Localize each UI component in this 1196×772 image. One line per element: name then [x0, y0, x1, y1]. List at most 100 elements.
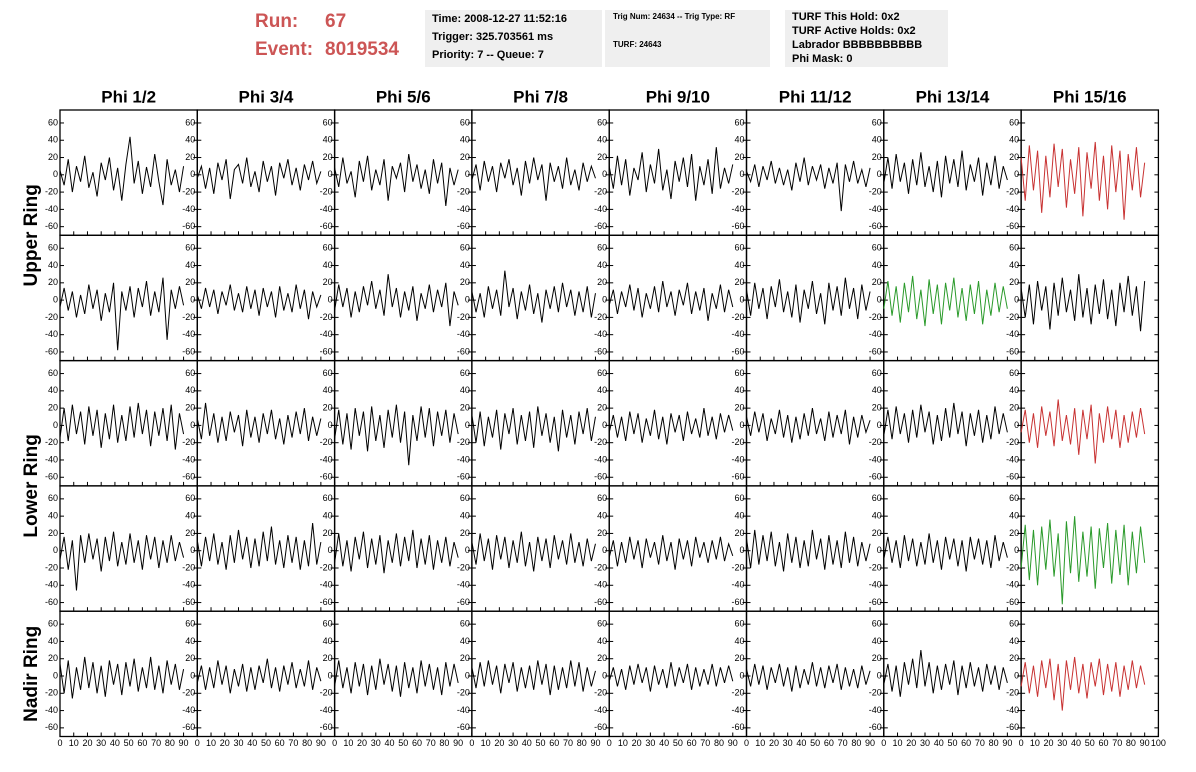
y-tick-label: 20 [734, 277, 744, 287]
y-tick-label: -20 [594, 312, 607, 322]
y-tick-label: -40 [594, 705, 607, 715]
y-tick-label: 60 [460, 243, 470, 253]
y-tick-label: -60 [320, 722, 333, 732]
x-tick-label: 10 [343, 738, 353, 748]
y-tick-label: -60 [457, 597, 470, 607]
waveform [883, 150, 1008, 198]
waveform [883, 533, 1008, 572]
y-tick-label: 0 [190, 670, 195, 680]
y-tick-label: -20 [731, 437, 744, 447]
y-tick-label: -20 [594, 562, 607, 572]
y-tick-label: 20 [460, 403, 470, 413]
y-tick-label: 40 [872, 511, 882, 521]
y-tick-label: 60 [1009, 619, 1019, 629]
y-tick-label: 20 [323, 403, 333, 413]
x-tick-label: 70 [838, 738, 848, 748]
column-title: Phi 9/10 [646, 87, 710, 106]
run-label: Run: [255, 11, 298, 32]
info-text: Phi Mask: 0 [792, 53, 853, 65]
y-tick-label: 20 [460, 653, 470, 663]
x-tick-label: 80 [1126, 738, 1136, 748]
waveform [334, 274, 459, 327]
y-tick-label: -20 [1006, 312, 1019, 322]
y-tick-label: 40 [734, 511, 744, 521]
y-tick-label: 60 [1009, 117, 1019, 127]
x-tick-label: 60 [961, 738, 971, 748]
y-tick-label: 60 [872, 117, 882, 127]
y-tick-label: 60 [734, 368, 744, 378]
y-tick-label: 40 [48, 636, 58, 646]
info-box [425, 10, 602, 67]
y-tick-label: -20 [320, 437, 333, 447]
y-tick-label: -40 [1006, 580, 1019, 590]
y-tick-label: 20 [460, 277, 470, 287]
y-tick-label: -60 [182, 221, 195, 231]
y-tick-label: -40 [869, 580, 882, 590]
x-tick-label: 0 [57, 738, 62, 748]
y-tick-label: 60 [323, 117, 333, 127]
x-tick-label: 60 [412, 738, 422, 748]
x-tick-label: 50 [261, 738, 271, 748]
y-tick-label: 60 [185, 243, 195, 253]
y-tick-label: -40 [320, 705, 333, 715]
y-tick-label: -40 [457, 204, 470, 214]
y-tick-label: 60 [323, 493, 333, 503]
y-tick-label: -20 [869, 186, 882, 196]
waveform [196, 157, 322, 200]
x-tick-label: 70 [1112, 738, 1122, 748]
waveform [196, 284, 322, 320]
x-tick-label: 30 [783, 738, 793, 748]
y-tick-label: 60 [597, 243, 607, 253]
x-tick-label: 70 [563, 738, 573, 748]
y-tick-label: -60 [45, 221, 58, 231]
y-tick-label: 40 [597, 260, 607, 270]
y-tick-label: 20 [48, 653, 58, 663]
y-tick-label: 20 [734, 403, 744, 413]
panel-frame [883, 485, 1022, 612]
x-tick-label: 10 [69, 738, 79, 748]
y-tick-label: 40 [323, 511, 333, 521]
info-text: TURF Active Holds: 0x2 [792, 25, 916, 37]
y-tick-label: -20 [731, 186, 744, 196]
y-tick-label: 60 [597, 493, 607, 503]
row-label: Lower Ring [21, 434, 42, 537]
y-tick-label: 20 [48, 152, 58, 162]
y-tick-label: -20 [1006, 688, 1019, 698]
y-tick-label: -20 [457, 186, 470, 196]
x-tick-label: 60 [549, 738, 559, 748]
y-tick-label: -60 [45, 597, 58, 607]
x-tick-label: 80 [851, 738, 861, 748]
y-tick-label: 0 [1014, 670, 1019, 680]
panel-frame [59, 234, 198, 362]
y-tick-label: -40 [457, 454, 470, 464]
y-tick-label: -40 [457, 329, 470, 339]
y-tick-label: 0 [877, 670, 882, 680]
y-tick-label: 60 [185, 493, 195, 503]
y-tick-label: -40 [320, 454, 333, 464]
y-tick-label: -60 [594, 346, 607, 356]
y-tick-label: -40 [869, 454, 882, 464]
info-text: Priority: 7 -- Queue: 7 [432, 49, 544, 61]
x-tick-label: 20 [357, 738, 367, 748]
x-tick-label: 40 [385, 738, 395, 748]
y-tick-label: 20 [323, 152, 333, 162]
y-tick-label: -60 [457, 472, 470, 482]
y-tick-label: 0 [739, 545, 744, 555]
y-tick-label: 20 [185, 403, 195, 413]
y-tick-label: -40 [182, 204, 195, 214]
y-tick-label: 40 [872, 260, 882, 270]
panel-frame [745, 234, 885, 362]
y-tick-label: -40 [594, 204, 607, 214]
waveform [471, 270, 596, 323]
y-tick-label: 40 [323, 636, 333, 646]
waveform [196, 658, 322, 694]
panel-frame [883, 359, 1022, 487]
y-tick-label: 0 [190, 545, 195, 555]
y-tick-label: 20 [460, 528, 470, 538]
y-tick-label: 20 [597, 528, 607, 538]
x-tick-label: 70 [975, 738, 985, 748]
y-tick-label: 60 [1009, 493, 1019, 503]
y-tick-label: 60 [597, 368, 607, 378]
y-tick-label: -60 [182, 722, 195, 732]
waveform [334, 404, 459, 466]
